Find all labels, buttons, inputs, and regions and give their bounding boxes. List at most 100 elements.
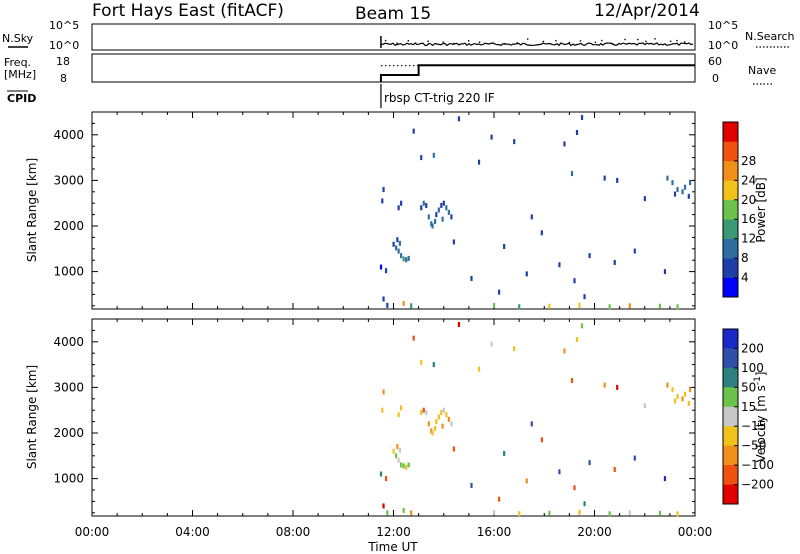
noise-search-point xyxy=(384,39,387,42)
scatter-point xyxy=(400,405,403,411)
scatter-point xyxy=(433,218,437,224)
scatter-point xyxy=(628,303,631,309)
scatter-point xyxy=(575,130,579,136)
scatter-point xyxy=(676,187,679,193)
colorbar-tick-label: −100 xyxy=(741,458,774,472)
scatter-point xyxy=(633,455,636,461)
y-tick-label: 4000 xyxy=(53,335,84,349)
scatter-point xyxy=(525,478,528,484)
scatter-point xyxy=(663,269,667,275)
noise-panel: N.Sky 10^5 10^0 10^5 10^0 N.Search xyxy=(2,19,795,52)
scatter-point xyxy=(666,382,669,388)
noise-panel-frame xyxy=(91,23,696,51)
power-panel: Slant Range [km] 1000 2000 3000 4000 4 8 12 16… xyxy=(25,111,768,310)
noise-search-point xyxy=(579,40,582,42)
colorbar-segment xyxy=(723,219,738,239)
scatter-point xyxy=(420,205,423,211)
scatter-point xyxy=(410,510,413,516)
scatter-point xyxy=(427,421,430,427)
scatter-point xyxy=(603,382,606,388)
scatter-point xyxy=(432,152,435,158)
colorbar-segment xyxy=(723,367,738,388)
scatter-point xyxy=(477,366,481,372)
colorbar-tick-label: 16 xyxy=(741,212,756,226)
noise-search-label: N.Search xyxy=(745,30,795,43)
colorbar-tick-label: 24 xyxy=(741,173,756,187)
scatter-point xyxy=(427,214,430,220)
scatter-point xyxy=(398,447,401,453)
station-title: Fort Hays East (fitACF) xyxy=(92,1,284,21)
scatter-point xyxy=(422,200,425,206)
scatter-point xyxy=(583,501,586,507)
scatter-point xyxy=(402,301,405,307)
scatter-point xyxy=(447,416,450,422)
y-tick-label: 3000 xyxy=(53,173,84,187)
scatter-point xyxy=(683,184,687,190)
scatter-point xyxy=(613,259,616,265)
scatter-point xyxy=(402,256,405,262)
scatter-point xyxy=(407,255,410,261)
scatter-point xyxy=(396,444,399,450)
time-tick-label: 16:00 xyxy=(477,525,512,539)
colorbar-tick-label: 12 xyxy=(741,232,756,246)
scatter-point xyxy=(676,511,679,517)
scatter-point xyxy=(513,139,516,145)
scatter-point xyxy=(671,387,674,393)
colorbar-tick-label: 8 xyxy=(741,251,749,265)
power-y-axis-label: Slant Range [km] xyxy=(25,158,39,262)
scatter-point xyxy=(425,409,428,415)
scatter-point xyxy=(435,212,438,218)
scatter-point xyxy=(570,378,574,384)
scatter-point xyxy=(681,396,684,402)
scatter-point xyxy=(381,198,384,204)
scatter-point xyxy=(392,448,395,454)
scatter-point xyxy=(558,469,561,475)
power-panel-frame xyxy=(91,111,696,310)
nave-label: Nave xyxy=(748,64,776,77)
time-axis-labels: 00:00 04:00 08:00 12:00 16:00 20:00 00:00 xyxy=(75,525,713,539)
noise-search-point xyxy=(492,42,495,44)
colorbar-segment xyxy=(723,277,738,298)
scatter-point xyxy=(435,419,438,425)
scatter-point xyxy=(440,409,443,415)
scatter-point xyxy=(450,421,453,427)
scatter-point xyxy=(643,403,646,409)
scatter-point xyxy=(688,387,692,393)
scatter-point xyxy=(683,391,687,397)
time-tick-label: 00:00 xyxy=(678,525,713,539)
cpid-label: CPID xyxy=(7,92,36,105)
scatter-point xyxy=(452,446,455,452)
noise-search-point xyxy=(654,38,656,40)
noise-trace xyxy=(380,36,694,48)
scatter-point xyxy=(447,209,450,215)
noise-right-tick-top: 10^5 xyxy=(708,19,738,32)
noise-sky-trace xyxy=(380,42,694,47)
scatter-point xyxy=(608,511,611,517)
scatter-point xyxy=(643,196,646,202)
scatter-point xyxy=(570,171,574,177)
y-tick-label: 4000 xyxy=(53,128,84,142)
noise-search-point xyxy=(669,40,672,42)
scatter-point xyxy=(431,430,434,436)
scatter-point xyxy=(395,245,398,251)
scatter-point xyxy=(540,437,543,443)
scatter-point xyxy=(616,384,619,390)
noise-search-point xyxy=(611,42,614,45)
scatter-point xyxy=(412,335,415,341)
scatter-point xyxy=(530,421,533,427)
freq-unit: [MHz] xyxy=(4,68,36,81)
noise-sky-label: N.Sky xyxy=(2,32,34,45)
noise-search-point xyxy=(594,41,597,44)
colorbar-frame xyxy=(722,121,739,298)
velocity-x-ticks xyxy=(91,319,696,516)
scatter-point xyxy=(437,414,440,420)
noise-search-point xyxy=(516,42,519,44)
velocity-panel-frame xyxy=(91,318,696,517)
scatter-point xyxy=(397,412,400,418)
nave-tick-bottom: 0 xyxy=(712,72,719,85)
colorbar-segment xyxy=(723,329,738,349)
scatter-point xyxy=(420,359,423,365)
scatter-point xyxy=(441,423,444,429)
scatter-point xyxy=(573,485,576,491)
noise-search-point xyxy=(467,40,470,42)
